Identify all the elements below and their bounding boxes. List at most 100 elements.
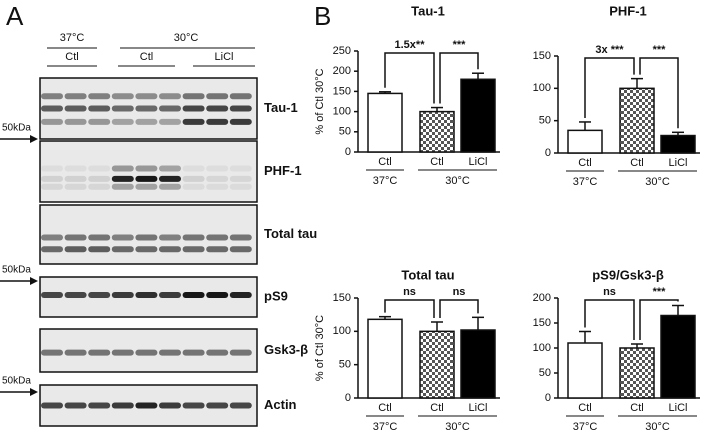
band (111, 246, 134, 253)
significance-label: ns (403, 286, 416, 298)
significance-bracket (439, 52, 479, 104)
band (229, 93, 252, 100)
condition-label: Ctl (140, 51, 153, 63)
marker-label: 50kDa (2, 123, 31, 134)
band (64, 234, 87, 241)
panel-label: A (6, 1, 24, 31)
band (135, 349, 158, 356)
bar (660, 134, 696, 154)
band (159, 292, 181, 298)
band (159, 183, 181, 190)
band (135, 234, 158, 241)
band (88, 183, 111, 190)
y-tick-label: 150 (533, 50, 551, 62)
band (182, 292, 205, 298)
band (41, 402, 63, 409)
blot-label: Gsk3-β (264, 342, 308, 357)
group-label: 37°C (573, 176, 598, 188)
temperature-label: 37°C (60, 32, 85, 44)
chart-title: Total tau (401, 267, 454, 282)
bar (419, 110, 455, 153)
band (135, 105, 158, 112)
band (182, 93, 205, 100)
x-tick-label: Ctl (430, 402, 443, 414)
band (111, 292, 134, 298)
temperature-label: 30°C (174, 32, 199, 44)
blot-label: Tau-1 (264, 100, 298, 115)
significance-label: ns (453, 286, 466, 298)
band (159, 165, 181, 172)
x-tick-label: LiCl (469, 402, 488, 414)
band (64, 93, 87, 100)
band (88, 234, 111, 241)
band (64, 105, 87, 112)
band (111, 105, 134, 112)
band (229, 402, 252, 409)
y-tick-label: 100 (533, 342, 551, 354)
band (41, 234, 63, 241)
bar (367, 318, 403, 399)
marker-label: 50kDa (2, 265, 31, 276)
band (182, 118, 205, 125)
blot-label: Total tau (264, 226, 317, 241)
x-tick-label: LiCl (669, 157, 688, 169)
band (88, 246, 111, 253)
y-tick-label: 50 (339, 126, 351, 138)
band (182, 402, 205, 409)
group-label: 30°C (445, 421, 470, 433)
group-label: 30°C (645, 176, 670, 188)
marker-arrowhead (30, 388, 38, 396)
significance-bracket (584, 299, 635, 340)
group-label: 37°C (573, 421, 598, 433)
y-axis-label: % of Ctl 30°C (314, 68, 326, 134)
chart-title: PHF-1 (609, 3, 647, 18)
significance-bracket (384, 52, 435, 104)
y-tick-label: 100 (333, 106, 351, 118)
y-tick-label: 0 (545, 147, 551, 159)
y-tick-label: 200 (533, 292, 551, 304)
band (64, 175, 87, 182)
x-tick-label: Ctl (378, 156, 391, 168)
x-tick-label: Ctl (630, 402, 643, 414)
band (41, 165, 63, 172)
y-tick-label: 0 (545, 392, 551, 404)
y-tick-label: 0 (345, 392, 351, 404)
band (41, 292, 63, 298)
band (159, 118, 181, 125)
band (64, 246, 87, 253)
band (88, 165, 111, 172)
band (182, 165, 205, 172)
band (111, 183, 134, 190)
band (206, 292, 229, 298)
blot-label: Actin (264, 397, 297, 412)
band (111, 118, 134, 125)
significance-bracket (439, 299, 479, 318)
significance-label: 1.5x** (395, 39, 426, 51)
band (182, 175, 205, 182)
chart-title: pS9/Gsk3-β (592, 267, 664, 282)
band (88, 402, 111, 409)
band (111, 165, 134, 172)
band (159, 402, 181, 409)
blot-label: pS9 (264, 288, 288, 303)
band (88, 93, 111, 100)
y-tick-label: 50 (539, 367, 551, 379)
band (135, 402, 158, 409)
y-tick-label: 0 (345, 146, 351, 158)
band (135, 292, 158, 298)
band (135, 183, 158, 190)
band (206, 118, 229, 125)
marker-arrowhead (30, 277, 38, 285)
band (88, 175, 111, 182)
y-tick-label: 100 (333, 325, 351, 337)
band (229, 234, 252, 241)
band (229, 105, 252, 112)
band (159, 234, 181, 241)
x-tick-label: Ctl (578, 402, 591, 414)
band (88, 349, 111, 356)
band (206, 349, 229, 356)
significance-bracket (584, 57, 635, 118)
group-label: 37°C (373, 421, 398, 433)
significance-bracket (639, 299, 679, 340)
band (88, 292, 111, 298)
